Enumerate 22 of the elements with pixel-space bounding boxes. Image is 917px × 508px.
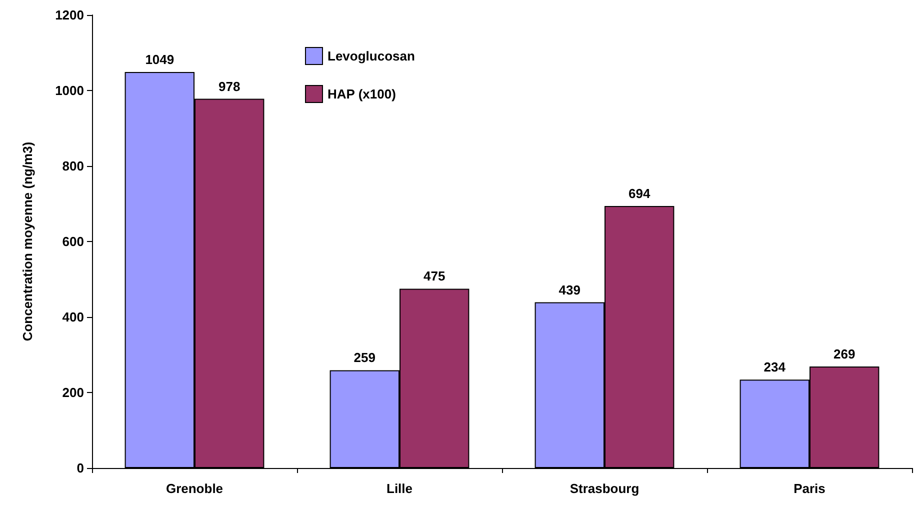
data-label: 259 xyxy=(354,350,376,366)
y-tick-label: 1000 xyxy=(55,83,84,98)
data-label: 475 xyxy=(424,268,446,284)
x-tick-label: Lille xyxy=(386,481,413,496)
y-tick-label: 1200 xyxy=(55,8,84,22)
x-tick-label: Strasbourg xyxy=(570,481,640,496)
data-label: 978 xyxy=(218,78,240,94)
data-label: 234 xyxy=(764,360,786,375)
data-label: 269 xyxy=(834,346,856,362)
y-tick-label: 800 xyxy=(62,158,84,174)
data-label: 439 xyxy=(558,282,580,298)
y-tick-label: 400 xyxy=(62,310,84,324)
y-tick-label: 600 xyxy=(62,234,84,249)
y-axis-title: Concentration moyenne (ng/m3) xyxy=(20,142,35,342)
data-label: 694 xyxy=(628,186,651,202)
y-tick-label: 0 xyxy=(76,460,84,476)
data-label: 1049 xyxy=(145,52,174,68)
x-tick-label: Grenoble xyxy=(166,481,224,496)
legend-label: HAP (x100) xyxy=(328,86,396,102)
legend-label: Levoglucosan xyxy=(328,48,415,64)
x-tick-label: Paris xyxy=(794,481,826,496)
y-tick-label: 200 xyxy=(62,385,84,400)
